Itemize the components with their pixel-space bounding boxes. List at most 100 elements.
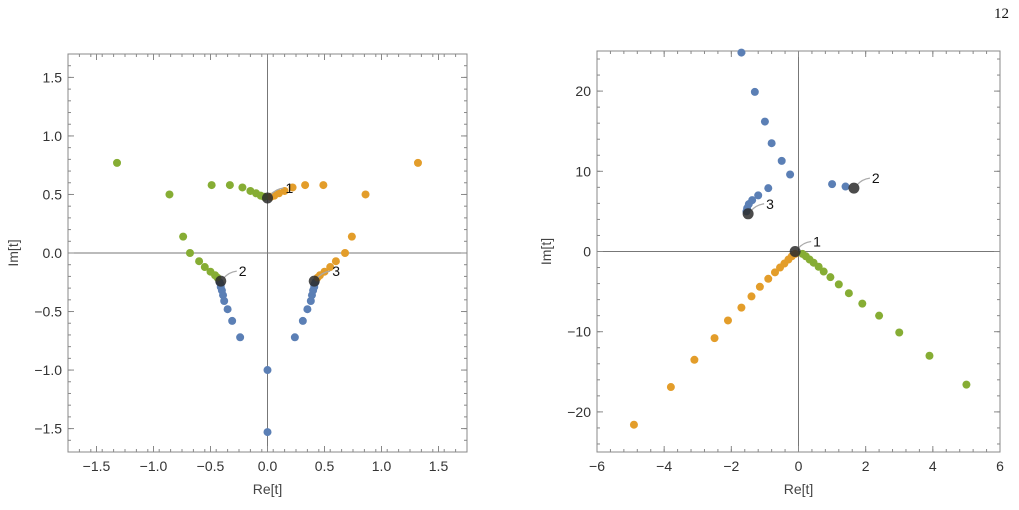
chart2-orange-point: [629, 420, 638, 429]
chart2-orange-point: [690, 355, 699, 364]
chart1-x-tick-label: 0.0: [258, 458, 278, 474]
chart1-orange-point: [319, 181, 328, 190]
chart1-orange-point: [347, 232, 356, 241]
chart2-orange-point: [710, 334, 719, 343]
chart1-orange-point: [331, 257, 340, 266]
chart2-green-point: [844, 289, 853, 298]
chart1-y-tick-label: 1.5: [43, 69, 63, 85]
chart2-y-tick-label: 20: [575, 83, 591, 99]
chart1-green-point: [238, 183, 247, 192]
chart1-x-tick-label: −0.5: [197, 458, 225, 474]
chart2-green-point: [819, 267, 828, 276]
chart1-y-tick-label: −0.5: [34, 304, 62, 320]
chart1-highlight-point: [262, 192, 273, 204]
chart2-highlight-point: [742, 208, 754, 220]
chart2-highlight-leader: [750, 203, 765, 212]
chart1-y-tick-label: 0.5: [43, 186, 63, 202]
chart1-blue-point: [263, 366, 272, 375]
chart1-x-axis-label: Re[t]: [253, 481, 283, 497]
chart2-highlight-leader: [856, 177, 871, 186]
chart2-orange-point: [764, 274, 773, 283]
chart1-y-tick-label: 1.0: [43, 128, 63, 144]
chart1-y-tick-label: −1.0: [34, 362, 62, 378]
chart2-green-point: [925, 351, 934, 360]
chart2-highlight-label: 3: [766, 196, 774, 212]
chart2-highlight-point: [848, 182, 860, 194]
chart2-y-axis-label: Im[t]: [538, 238, 554, 265]
chart2-y-tick-label: −20: [567, 404, 591, 420]
chart2-x-tick-label: 0: [795, 458, 803, 474]
chart2-green-point: [826, 273, 835, 282]
chart2-orange-point: [770, 268, 779, 277]
chart1-blue-point: [236, 333, 245, 342]
chart2-x-tick-label: 2: [862, 458, 870, 474]
chart1-green-point: [225, 181, 234, 190]
chart1-orange-point: [326, 263, 335, 272]
chart1-highlight-label: 2: [239, 263, 247, 279]
chart2-green-point: [962, 380, 971, 389]
chart2-highlight-label: 1: [813, 234, 821, 250]
chart2-blue-point: [777, 156, 786, 165]
chart2-orange-point: [723, 316, 732, 325]
chart1-blue-point: [303, 305, 312, 314]
chart1-x-tick-label: 0.5: [315, 458, 335, 474]
chart1-blue-point: [263, 428, 272, 437]
chart1-highlight-leader: [316, 270, 331, 279]
chart1-green-point: [200, 263, 209, 272]
chart2-blue-point: [786, 170, 795, 179]
chart2-x-tick-label: −6: [589, 458, 605, 474]
chart1-y-tick-label: 0.0: [43, 245, 63, 261]
chart1-orange-point: [361, 190, 370, 199]
chart1-orange-point: [341, 249, 350, 257]
chart1-green-point: [207, 181, 216, 190]
chart1-orange-point: [301, 181, 310, 190]
chart2-x-tick-label: 6: [996, 458, 1004, 474]
chart1-blue-point: [228, 316, 237, 325]
chart1-highlight-leader: [223, 270, 237, 279]
chart2-green-point: [834, 280, 843, 289]
chart1-green-point: [113, 158, 122, 167]
chart2-x-tick-label: −4: [656, 458, 672, 474]
chart2-x-axis-label: Re[t]: [784, 481, 814, 497]
chart1-y-axis-label: Im[t]: [5, 239, 21, 266]
chart1-green-point: [179, 232, 188, 241]
chart1-green-point: [185, 249, 194, 257]
chart1-highlight-label: 3: [332, 263, 340, 279]
chart1-blue-point: [298, 316, 307, 325]
chart1-x-tick-label: 1.5: [429, 458, 449, 474]
chart2-highlight-point: [789, 246, 801, 257]
chart1-blue-point: [223, 305, 232, 314]
chart2-green-point: [875, 311, 884, 320]
chart2-orange-point: [737, 303, 746, 312]
chart1-orange-point: [288, 183, 297, 192]
chart2-blue-point: [760, 117, 769, 126]
chart2-y-tick-label: −10: [567, 324, 591, 340]
chart2-blue-point: [828, 180, 837, 189]
chart1-blue-point: [290, 333, 299, 342]
chart2-y-tick-label: 10: [575, 163, 591, 179]
chart1-highlight-label: 1: [286, 180, 294, 196]
chart2-x-tick-label: −2: [723, 458, 739, 474]
chart1-green-point: [195, 257, 204, 266]
chart2-orange-point: [747, 292, 756, 301]
chart2-orange-point: [666, 383, 675, 392]
chart2-blue-point: [764, 184, 773, 193]
chart1-highlight-point: [215, 275, 227, 287]
chart1-orange-point: [413, 158, 422, 167]
chart1-highlight-leader: [270, 187, 284, 196]
chart2-blue-point: [754, 191, 763, 200]
chart2-y-tick-label: 0: [583, 244, 591, 260]
chart2-green-point: [858, 299, 867, 308]
chart1-y-tick-label: −1.5: [34, 421, 62, 437]
chart2-green-point: [895, 328, 904, 337]
chart1-x-tick-label: −1.5: [83, 458, 111, 474]
chart2-blue-point: [767, 139, 776, 148]
chart2-blue-point: [737, 48, 746, 57]
chart1-highlight-point: [308, 275, 320, 287]
chart1-green-point: [165, 190, 174, 199]
chart1-x-tick-label: 1.0: [372, 458, 392, 474]
chart2-orange-point: [755, 282, 764, 291]
chart2-highlight-label: 2: [872, 170, 880, 186]
chart2-blue-point: [750, 87, 759, 96]
